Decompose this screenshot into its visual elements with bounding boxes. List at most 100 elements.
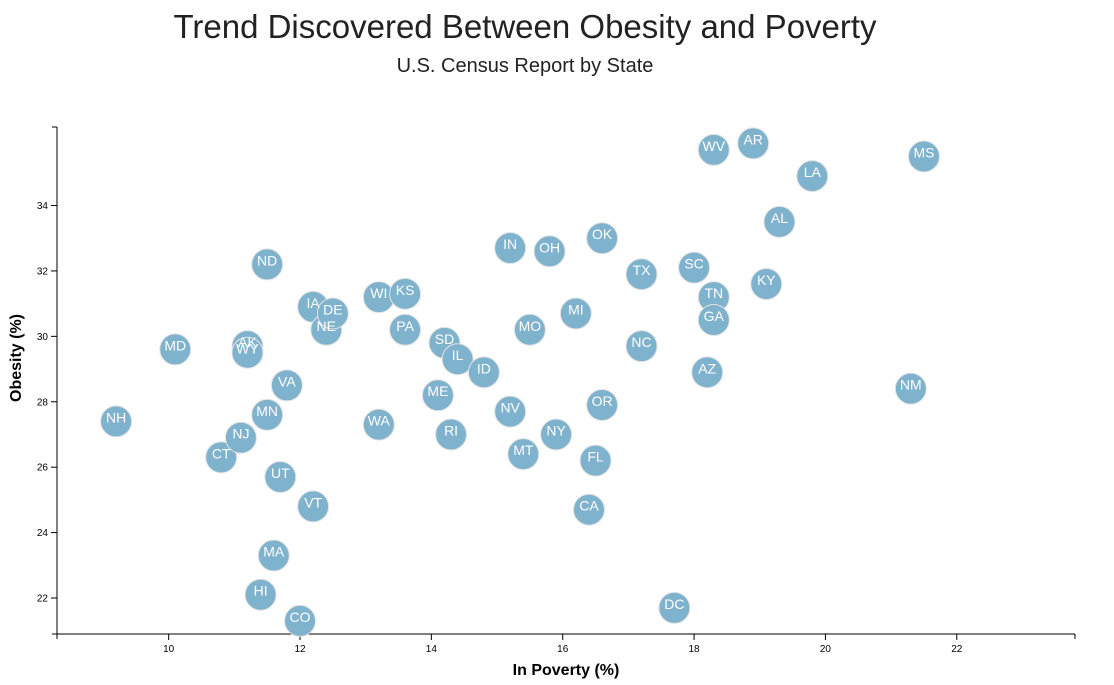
state-label-va: VA — [278, 373, 296, 389]
state-point-co[interactable] — [284, 604, 317, 637]
state-label-ms: MS — [913, 144, 934, 160]
state-point-or[interactable] — [586, 389, 619, 422]
state-label-ak: AK — [238, 334, 257, 350]
state-point-ct[interactable] — [205, 441, 238, 474]
state-point-nh[interactable] — [100, 405, 133, 438]
state-label-de: DE — [323, 301, 342, 317]
state-point-ok[interactable] — [586, 222, 619, 255]
state-label-al: AL — [771, 210, 788, 226]
state-label-nj: NJ — [232, 426, 249, 442]
state-point-va[interactable] — [270, 369, 303, 402]
state-point-ky[interactable] — [750, 268, 783, 301]
state-label-il: IL — [452, 347, 464, 363]
state-point-id[interactable] — [467, 356, 500, 389]
state-point-oh[interactable] — [533, 235, 566, 268]
state-label-ut: UT — [271, 465, 290, 481]
state-point-ma[interactable] — [257, 539, 290, 572]
state-point-wy[interactable] — [231, 336, 264, 369]
state-point-ut[interactable] — [264, 460, 297, 493]
state-point-nc[interactable] — [625, 330, 658, 363]
state-label-ma: MA — [263, 543, 285, 559]
state-label-ga: GA — [704, 308, 725, 324]
state-label-wi: WI — [370, 285, 387, 301]
state-label-hi: HI — [254, 583, 268, 599]
state-label-wv: WV — [702, 138, 725, 154]
y-tick-label: 34 — [37, 201, 49, 212]
state-label-az: AZ — [698, 360, 716, 376]
state-label-mt: MT — [513, 442, 534, 458]
state-point-ny[interactable] — [540, 418, 573, 451]
state-point-md[interactable] — [159, 333, 192, 366]
x-tick-label: 14 — [426, 644, 438, 655]
state-label-ks: KS — [396, 282, 415, 298]
state-point-ar[interactable] — [737, 127, 770, 160]
state-point-ms[interactable] — [907, 140, 940, 173]
x-tick-label: 18 — [689, 644, 701, 655]
state-point-az[interactable] — [691, 356, 724, 389]
state-label-vt: VT — [304, 494, 322, 510]
state-point-ca[interactable] — [572, 493, 605, 526]
state-point-tx[interactable] — [625, 258, 658, 291]
state-label-ok: OK — [592, 226, 613, 242]
state-label-co: CO — [290, 609, 311, 625]
state-point-in[interactable] — [494, 232, 527, 265]
state-label-fl: FL — [587, 449, 604, 465]
state-point-mo[interactable] — [513, 313, 546, 346]
state-label-or: OR — [592, 393, 613, 409]
state-point-wa[interactable] — [362, 408, 395, 441]
state-label-sc: SC — [684, 256, 703, 272]
x-axis-title: In Poverty (%) — [513, 662, 620, 679]
state-point-nj[interactable] — [224, 421, 257, 454]
state-point-me[interactable] — [421, 379, 454, 412]
state-label-nv: NV — [500, 400, 520, 416]
chart-subtitle: U.S. Census Report by State — [396, 55, 654, 77]
x-tick-label: 10 — [163, 644, 175, 655]
state-point-nd[interactable] — [251, 248, 284, 281]
x-tick-label: 12 — [294, 644, 306, 655]
state-point-la[interactable] — [796, 160, 829, 193]
state-label-tx: TX — [633, 262, 652, 278]
y-tick-label: 32 — [37, 266, 49, 277]
state-label-nm: NM — [900, 377, 922, 393]
state-point-pa[interactable] — [389, 313, 422, 346]
state-label-wa: WA — [368, 413, 391, 429]
y-tick-label: 26 — [37, 463, 49, 474]
state-point-sc[interactable] — [678, 251, 711, 284]
state-label-md: MD — [164, 337, 186, 353]
state-label-pa: PA — [396, 318, 414, 334]
state-label-dc: DC — [664, 596, 684, 612]
state-label-mn: MN — [256, 403, 278, 419]
state-label-ar: AR — [743, 131, 762, 147]
state-point-mt[interactable] — [507, 438, 540, 471]
x-tick-label: 16 — [557, 644, 569, 655]
state-point-ks[interactable] — [389, 277, 422, 310]
state-label-wy: WY — [236, 341, 259, 357]
state-point-dc[interactable] — [658, 591, 691, 624]
state-point-de[interactable] — [316, 297, 349, 330]
state-point-hi[interactable] — [244, 578, 277, 611]
state-point-mn[interactable] — [251, 398, 284, 431]
state-point-mi[interactable] — [559, 297, 592, 330]
state-point-il[interactable] — [441, 343, 474, 376]
y-tick-label: 22 — [37, 594, 49, 605]
state-point-nm[interactable] — [894, 372, 927, 405]
state-point-ga[interactable] — [697, 303, 730, 336]
state-point-wv[interactable] — [697, 133, 730, 166]
state-label-ia: IA — [307, 295, 321, 311]
state-label-nc: NC — [631, 334, 651, 350]
state-label-ri: RI — [444, 422, 458, 438]
state-label-id: ID — [477, 360, 491, 376]
state-label-ca: CA — [579, 498, 599, 514]
state-label-ny: NY — [546, 422, 566, 438]
state-label-la: LA — [804, 164, 822, 180]
state-label-nh: NH — [106, 409, 126, 425]
state-label-ne: NE — [317, 318, 336, 334]
state-point-al[interactable] — [763, 205, 796, 238]
state-point-ri[interactable] — [435, 418, 468, 451]
state-label-oh: OH — [539, 239, 560, 255]
state-point-vt[interactable] — [297, 490, 330, 523]
state-point-nv[interactable] — [494, 395, 527, 428]
state-point-fl[interactable] — [579, 444, 612, 477]
